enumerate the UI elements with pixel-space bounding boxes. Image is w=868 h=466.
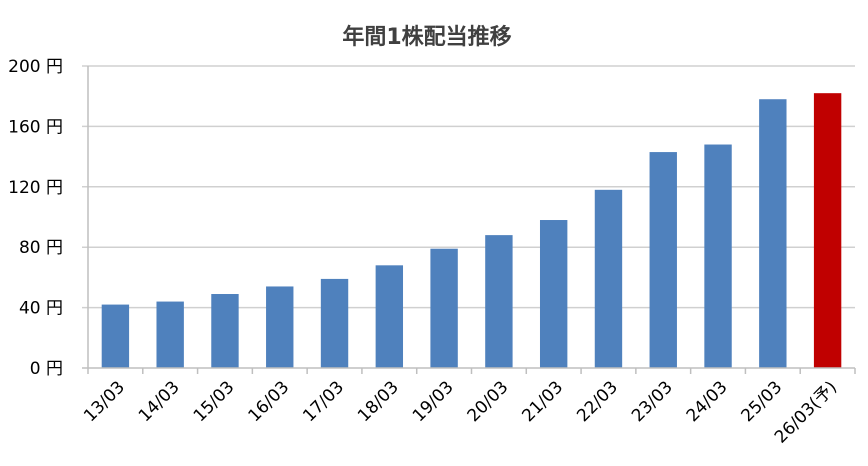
bar-16/03 (266, 286, 294, 368)
bar-24/03 (704, 144, 732, 368)
x-tick-label: 14/03 (135, 377, 184, 426)
y-tick-label: 80 円 (19, 238, 63, 258)
bar-18/03 (375, 265, 404, 368)
y-axis-tick-labels: 0 円 40 円 80 円 120 円 160 円 200 円 (8, 57, 63, 379)
axes (82, 66, 856, 374)
x-tick-label: 18/03 (354, 377, 403, 426)
bar-25/03 (759, 99, 787, 368)
x-tick-label: 17/03 (299, 377, 348, 426)
bar-21/03 (539, 220, 568, 368)
x-tick-label: 21/03 (518, 377, 567, 426)
x-tick-label: 23/03 (628, 377, 677, 426)
bar-15/03 (211, 294, 239, 368)
bar-20/03 (485, 235, 513, 368)
y-tick-label: 40 円 (19, 299, 63, 319)
bar-22/03 (594, 189, 623, 368)
x-tick-label: 20/03 (464, 377, 513, 426)
x-tick-label: 16/03 (244, 377, 293, 426)
x-tick-label: 25/03 (738, 377, 787, 426)
y-tick-label: 120 円 (8, 178, 63, 198)
y-tick-label: 200 円 (8, 57, 63, 77)
x-axis-tick-labels: 13/03 14/03 15/03 16/03 17/03 18/03 19/03 20/03… (80, 377, 841, 447)
bar-26/03(予) (813, 93, 842, 369)
gridlines (82, 65, 855, 309)
y-tick-label: 0 円 (30, 359, 63, 379)
x-tick-label: 22/03 (573, 377, 622, 426)
x-tick-label: 19/03 (409, 377, 458, 426)
bars (101, 93, 842, 369)
bar-17/03 (320, 278, 349, 368)
chart-title: 年間1株配当推移 (342, 24, 511, 50)
x-tick-label: 15/03 (190, 377, 239, 426)
y-tick-label: 160 円 (8, 117, 63, 137)
bar-13/03 (101, 304, 130, 368)
bar-19/03 (430, 248, 458, 368)
bar-14/03 (156, 301, 184, 368)
x-tick-label: 24/03 (683, 377, 732, 426)
bar-23/03 (649, 152, 677, 368)
x-tick-label: 13/03 (80, 377, 129, 426)
